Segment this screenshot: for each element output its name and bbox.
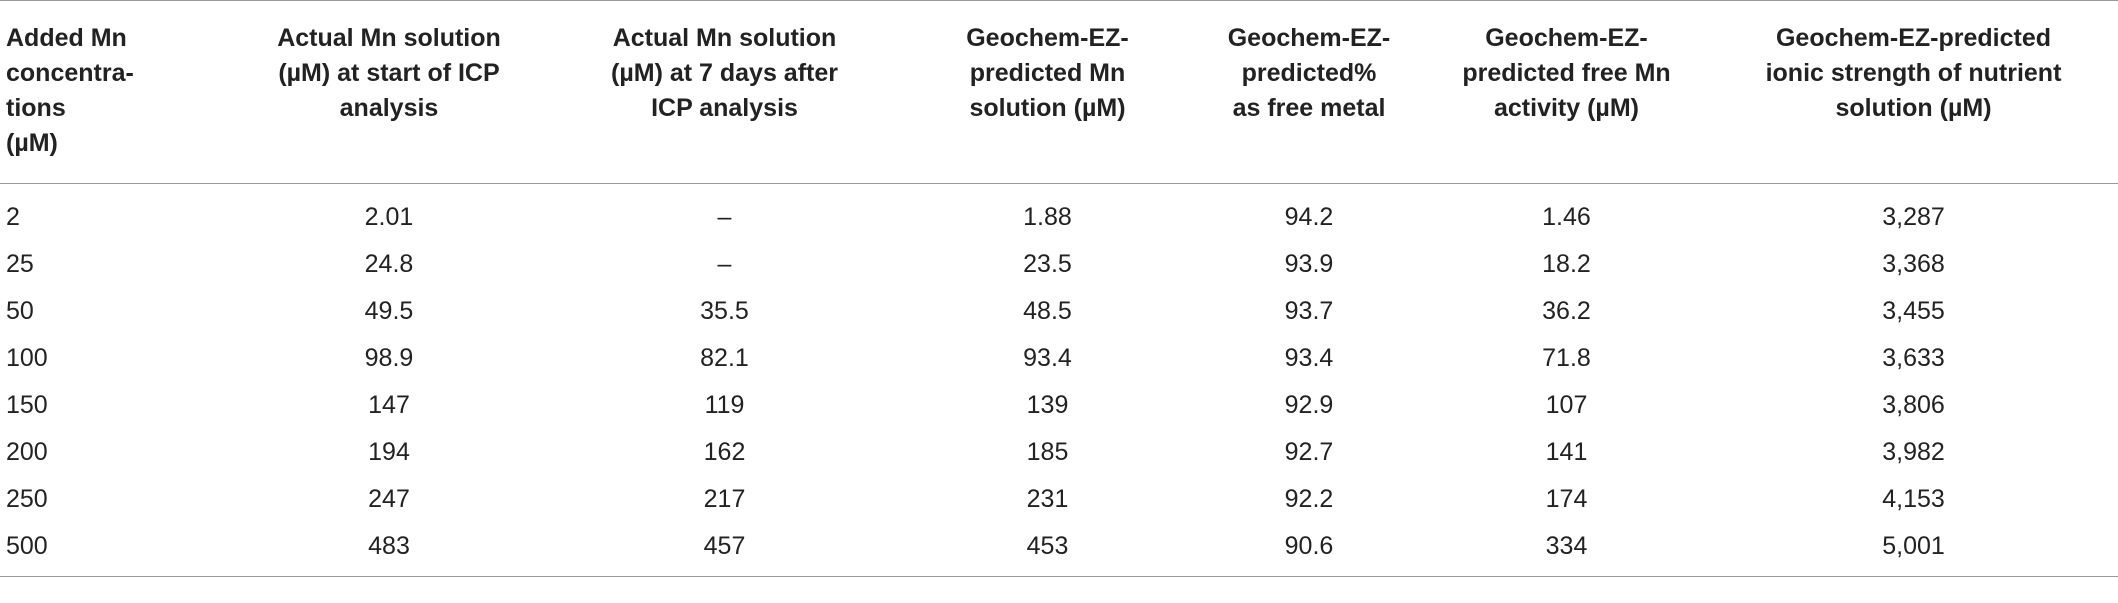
header-line: (µM) at start of ICP [278, 59, 500, 87]
data-table-container: Added Mn concentra- tions (µM) Actual Mn… [0, 0, 2118, 577]
table-cell: 82.1 [700, 344, 749, 372]
header-line: Added Mn [6, 24, 127, 52]
table-cell: 200 [6, 438, 48, 466]
header-line: Geochem-EZ- [966, 24, 1129, 52]
header-ionic-strength: Geochem-EZ-predicted ionic strength of n… [1709, 0, 2118, 184]
table-cell: 217 [703, 485, 746, 513]
header-line: tions [6, 94, 66, 122]
table-cell: 93.4 [1284, 344, 1334, 372]
header-line: solution (µM) [1835, 94, 1992, 122]
table-cell: 50 [6, 297, 34, 325]
table-cell: 250 [6, 485, 48, 513]
table-cell: 49.5 [364, 297, 414, 325]
table-cell: 185 [1026, 438, 1069, 466]
table-cell: 93.7 [1284, 297, 1334, 325]
table-cell: 18.2 [1542, 250, 1591, 278]
table-cell: 35.5 [700, 297, 749, 325]
table-row: 200 194 162 185 92.7 141 3,982 [0, 429, 2118, 476]
header-line: predicted Mn [969, 59, 1126, 87]
table-row: 50 49.5 35.5 48.5 93.7 36.2 3,455 [0, 288, 2118, 335]
table-cell: 1.46 [1542, 203, 1591, 231]
table-cell: 174 [1545, 485, 1588, 513]
header-line: Geochem-EZ-predicted [1775, 24, 2052, 52]
header-line: (µM) at 7 days after [611, 59, 838, 87]
header-actual-7days: Actual Mn solution (µM) at 7 days after … [548, 0, 901, 184]
table-cell: 3,455 [1882, 297, 1945, 325]
header-line: (µM) [6, 129, 58, 157]
table-cell: 3,806 [1882, 391, 1945, 419]
table-cell: 453 [901, 523, 1194, 577]
table-cell: 141 [1545, 438, 1588, 466]
table-row: 25 24.8 – 23.5 93.9 18.2 3,368 [0, 241, 2118, 288]
table-cell: 4,153 [1882, 485, 1945, 513]
header-line: Actual Mn solution [277, 24, 501, 52]
table-cell: 92.7 [1284, 438, 1334, 466]
header-actual-start: Actual Mn solution (µM) at start of ICP … [230, 0, 548, 184]
table-cell: – [717, 203, 732, 231]
table-row: 500 483 457 453 90.6 334 5,001 [0, 523, 2118, 577]
header-added-mn: Added Mn concentra- tions (µM) [0, 0, 230, 184]
table-cell: 194 [368, 438, 410, 466]
table-cell: 2.01 [364, 203, 414, 231]
header-line: Actual Mn solution [612, 24, 837, 52]
header-line: solution (µM) [969, 94, 1126, 122]
header-line: ionic strength of nutrient [1765, 59, 2062, 87]
table-cell: 162 [703, 438, 746, 466]
table-cell: 93.4 [1023, 344, 1072, 372]
table-cell: 92.9 [1284, 391, 1334, 419]
table-cell: 48.5 [1023, 297, 1072, 325]
table-cell: 500 [0, 523, 230, 577]
header-line: activity (µM) [1494, 94, 1639, 122]
header-line: ICP analysis [651, 94, 798, 122]
table-cell: 5,001 [1709, 523, 2118, 577]
table-header: Added Mn concentra- tions (µM) Actual Mn… [0, 0, 2118, 184]
table-cell: – [717, 250, 732, 278]
header-predicted-activity: Geochem-EZ- predicted free Mn activity (… [1424, 0, 1709, 184]
table-cell: 457 [548, 523, 901, 577]
table-cell: 90.6 [1194, 523, 1424, 577]
header-line: as free metal [1232, 94, 1386, 122]
table-cell: 3,368 [1882, 250, 1945, 278]
table-cell: 23.5 [1023, 250, 1072, 278]
table-cell: 94.2 [1284, 203, 1334, 231]
table-cell: 24.8 [364, 250, 414, 278]
table-cell: 93.9 [1284, 250, 1334, 278]
table-cell: 3,287 [1882, 203, 1945, 231]
header-predicted-solution: Geochem-EZ- predicted Mn solution (µM) [901, 0, 1194, 184]
table-cell: 92.2 [1284, 485, 1334, 513]
header-line: predicted% [1241, 59, 1377, 87]
table-cell: 98.9 [364, 344, 414, 372]
table-cell: 334 [1424, 523, 1709, 577]
table-cell: 147 [368, 391, 410, 419]
table-cell: 1.88 [1023, 203, 1072, 231]
header-line: analysis [339, 94, 439, 122]
table-cell: 483 [230, 523, 548, 577]
table-row: 100 98.9 82.1 93.4 93.4 71.8 3,633 [0, 335, 2118, 382]
table-cell: 119 [704, 391, 745, 419]
table-cell: 2 [6, 203, 20, 231]
table-cell: 71.8 [1542, 344, 1591, 372]
table-cell: 107 [1545, 391, 1588, 419]
table-cell: 36.2 [1542, 297, 1591, 325]
header-line: predicted free Mn [1462, 59, 1671, 87]
table-cell: 231 [1026, 485, 1069, 513]
mn-concentration-table: Added Mn concentra- tions (µM) Actual Mn… [0, 0, 2118, 577]
table-cell: 3,633 [1882, 344, 1945, 372]
table-row: 250 247 217 231 92.2 174 4,153 [0, 476, 2118, 523]
table-cell: 100 [6, 344, 48, 372]
table-cell: 150 [6, 391, 48, 419]
header-line: Geochem-EZ- [1227, 24, 1391, 52]
table-row: 2 2.01 – 1.88 94.2 1.46 3,287 [0, 184, 2118, 242]
table-row: 150 147 119 139 92.9 107 3,806 [0, 382, 2118, 429]
table-cell: 3,982 [1882, 438, 1945, 466]
header-predicted-free-metal: Geochem-EZ- predicted% as free metal [1194, 0, 1424, 184]
header-line: concentra- [6, 59, 134, 87]
table-cell: 25 [6, 250, 34, 278]
table-cell: 139 [1026, 391, 1069, 419]
table-cell: 247 [368, 485, 410, 513]
header-line: Geochem-EZ- [1485, 24, 1648, 52]
header-row: Added Mn concentra- tions (µM) Actual Mn… [0, 0, 2118, 184]
table-body: 2 2.01 – 1.88 94.2 1.46 3,287 25 24.8 – … [0, 184, 2118, 577]
